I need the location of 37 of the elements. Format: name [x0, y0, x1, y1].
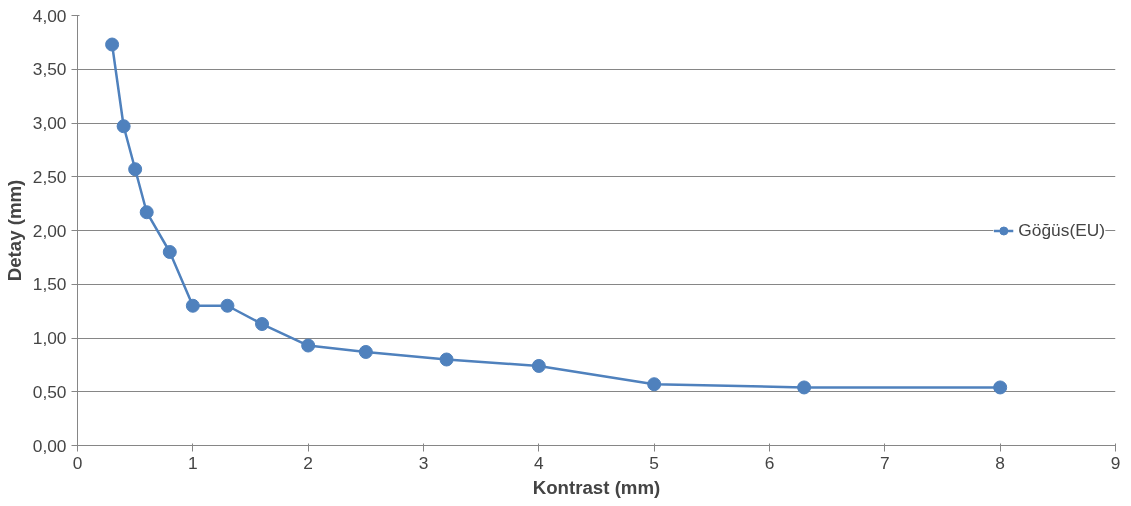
- point: [647, 377, 662, 392]
- point: [358, 344, 373, 359]
- x-tick-label: 6: [764, 452, 775, 473]
- y-tick-label: 2,00: [32, 220, 67, 241]
- x-tick-label: 5: [649, 452, 659, 473]
- x-tick-label: 9: [1110, 452, 1121, 473]
- point: [993, 380, 1008, 395]
- y-tick-label: 3,00: [32, 113, 67, 133]
- y-tick-label: 4,00: [32, 5, 67, 26]
- x-tick-label: 4: [534, 452, 545, 473]
- point: [185, 298, 200, 313]
- legend-label: Göğüs(EU): [1018, 219, 1105, 241]
- point: [220, 298, 235, 313]
- point: [116, 119, 131, 134]
- y-tick-label: 3,50: [32, 59, 67, 80]
- point: [797, 380, 812, 395]
- y-tick-label: 2,50: [32, 166, 67, 187]
- y-tick-label: 1,00: [32, 328, 67, 348]
- x-tick-label: 8: [995, 452, 1005, 473]
- x-tick-label: 7: [880, 452, 890, 473]
- y-axis-title: Detay (mm): [3, 179, 25, 282]
- point: [531, 358, 546, 373]
- x-tick-label: 1: [188, 452, 198, 473]
- point: [439, 352, 454, 367]
- y-tick-label: 0,00: [32, 435, 67, 456]
- x-tick-label: 3: [418, 452, 429, 473]
- point: [301, 338, 316, 353]
- point: [162, 245, 177, 259]
- y-tick-label: 0,50: [32, 381, 67, 402]
- point: [139, 205, 154, 220]
- x-tick-label: 2: [303, 452, 313, 473]
- x-tick-label: 0: [72, 452, 83, 473]
- point: [105, 37, 120, 52]
- x-axis-title: Kontrast (mm): [532, 476, 661, 498]
- point: [128, 162, 143, 177]
- point: [255, 317, 270, 332]
- y-tick-label: 1,50: [32, 274, 67, 295]
